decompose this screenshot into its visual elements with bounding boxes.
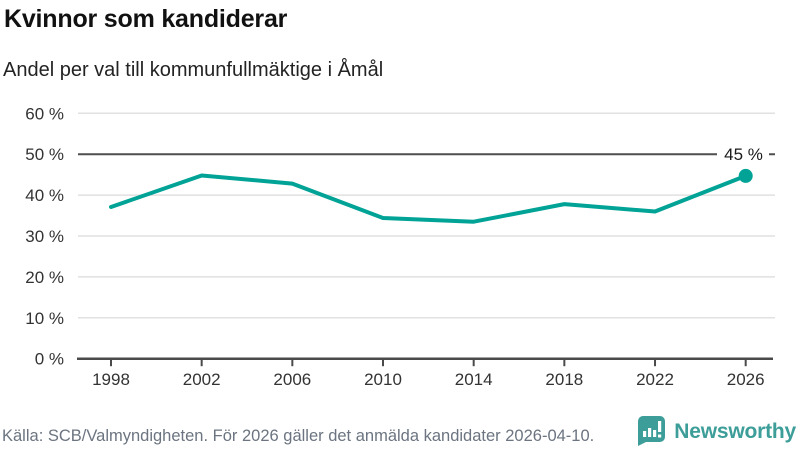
end-point-label-bg: [717, 143, 769, 165]
chart-subtitle: Andel per val till kommunfullmäktige i Å…: [3, 59, 384, 81]
y-tick-label-40: 40 %: [25, 186, 64, 205]
y-tick-label-60: 60 %: [25, 104, 64, 123]
x-tick-label-2018: 2018: [545, 370, 583, 389]
newsworthy-wordmark: Newsworthy: [674, 419, 796, 443]
y-tick-label-20: 20 %: [25, 268, 64, 287]
source-note: Källa: SCB/Valmyndigheten. För 2026 gäll…: [2, 427, 595, 445]
x-tick-label-2006: 2006: [273, 370, 311, 389]
y-tick-label-50: 50 %: [25, 145, 64, 164]
y-tick-label-0: 0 %: [35, 350, 64, 369]
x-tick-label-2010: 2010: [364, 370, 402, 389]
x-tick-label-1998: 1998: [92, 370, 130, 389]
x-tick-label-2022: 2022: [636, 370, 674, 389]
y-tick-label-30: 30 %: [25, 227, 64, 246]
end-point-dot: [738, 168, 753, 183]
page-title: Kvinnor som kandiderar: [4, 5, 288, 33]
end-point-label: 45 %: [724, 145, 763, 164]
x-tick-label-2026: 2026: [727, 370, 765, 389]
newsworthy-logo: Newsworthy: [637, 416, 796, 447]
newsworthy-speech-bubble-bar-chart-icon: [638, 416, 666, 446]
x-tick-label-2002: 2002: [183, 370, 221, 389]
x-tick-label-2014: 2014: [455, 370, 493, 389]
trend-line: [109, 173, 748, 224]
y-tick-label-10: 10 %: [25, 309, 64, 328]
